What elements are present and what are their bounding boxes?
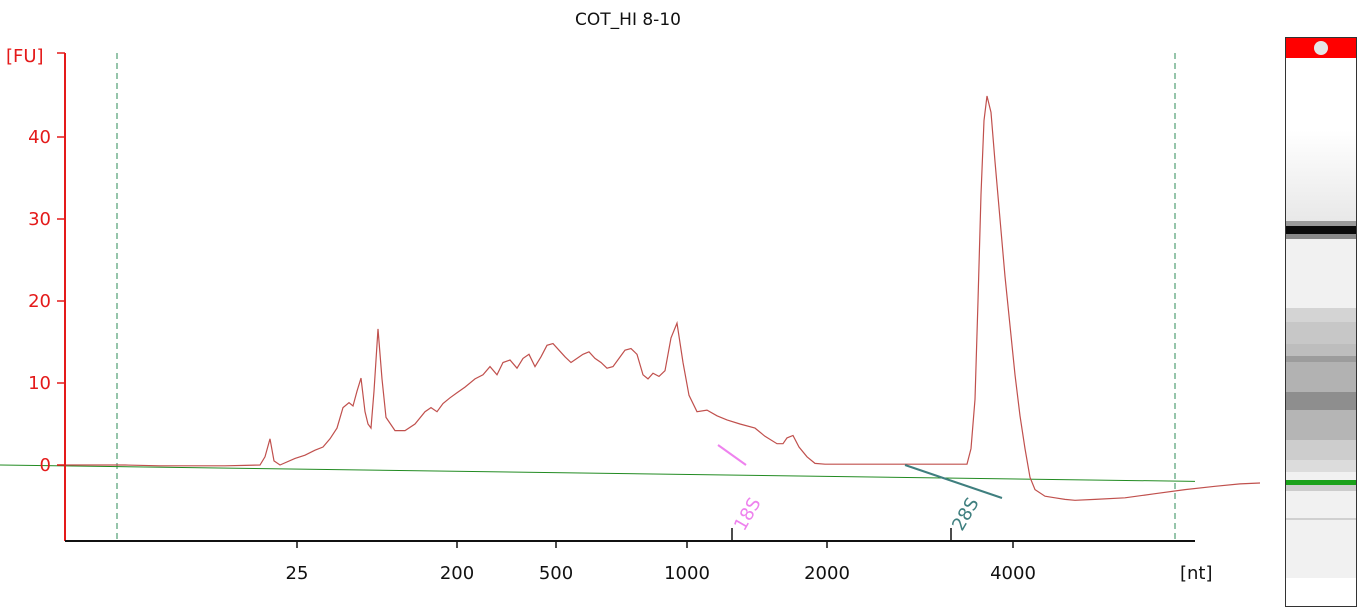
gel-band — [1286, 344, 1356, 356]
x-tick-label: 1000 — [664, 563, 710, 584]
gel-band — [1286, 308, 1356, 322]
x-tick-label: 25 — [286, 563, 309, 584]
baseline-group — [0, 464, 1196, 482]
gel-band — [1286, 392, 1356, 410]
gel-well-icon — [1314, 41, 1328, 55]
y-tick-label: 40 — [28, 127, 51, 148]
peak-marker-label: 28S — [948, 494, 983, 534]
x-tick-label: 200 — [440, 563, 474, 584]
x-tick-label: 4000 — [990, 563, 1036, 584]
gel-band — [1286, 221, 1356, 226]
gel-band — [1286, 410, 1356, 440]
peak-marker-line — [904, 464, 1003, 499]
y-tick-label: 20 — [28, 291, 51, 312]
y-tick-label: 0 — [40, 455, 51, 476]
electropherogram-trace — [65, 95, 1261, 501]
gel-band — [1286, 130, 1356, 230]
gel-band — [1286, 460, 1356, 472]
peak-marker-line — [717, 444, 747, 466]
gel-band — [1286, 480, 1356, 485]
gel-image — [1285, 37, 1357, 607]
baseline-line — [0, 464, 1196, 482]
gel-band — [1286, 322, 1356, 344]
marker-group: 18S 28S — [717, 444, 1003, 541]
gel-band — [1286, 362, 1356, 392]
chart-title: COT_HI 8-10 — [575, 10, 681, 30]
x-tick-labels: 25 200 500 1000 2000 4000 — [286, 541, 1036, 584]
y-tick-labels: 0 10 20 30 40 — [28, 52, 65, 476]
electropherogram-chart: COT_HI 8-10 [FU] [nt] 18S 28S 0 10 20 30 40 2… — [0, 10, 1261, 584]
y-axis-label: [FU] — [6, 46, 44, 67]
y-tick-label: 30 — [28, 209, 51, 230]
region-guide-lines — [116, 53, 1176, 541]
x-axis-label: [nt] — [1180, 563, 1213, 584]
gel-band — [1286, 518, 1356, 520]
axes — [64, 53, 1195, 542]
gel-band — [1286, 226, 1356, 234]
x-tick-label: 2000 — [804, 563, 850, 584]
trace-group — [65, 95, 1261, 501]
gel-band — [1286, 440, 1356, 460]
gel-band — [1286, 356, 1356, 362]
x-tick-label: 500 — [539, 563, 573, 584]
peak-marker-label: 18S — [730, 494, 765, 534]
gel-band — [1286, 485, 1356, 491]
gel-band — [1286, 234, 1356, 239]
y-tick-label: 10 — [28, 373, 51, 394]
